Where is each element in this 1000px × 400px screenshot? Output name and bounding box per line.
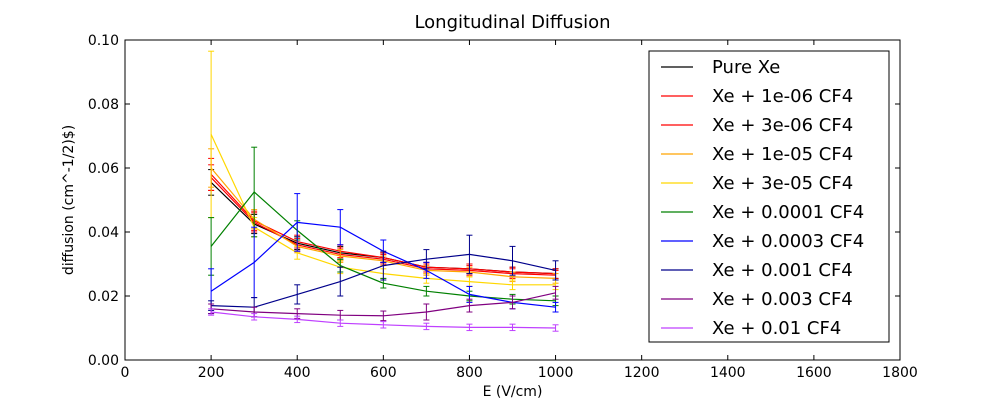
legend-label: Xe + 0.01 CF4 [712,318,841,339]
legend-label: Xe + 1e-05 CF4 [712,144,853,165]
legend-label: Xe + 0.0003 CF4 [712,231,864,252]
legend-item: Xe + 0.003 CF4 [661,289,853,310]
x-tick-label: 1600 [796,365,832,381]
x-tick-label: 0 [121,365,130,381]
legend-label: Xe + 3e-05 CF4 [712,173,853,194]
legend-item: Xe + 1e-05 CF4 [661,144,853,165]
x-tick-label: 1200 [624,365,660,381]
y-tick-label: 0.10 [88,33,119,49]
series-7 [208,234,559,318]
x-axis-label: E (V/cm) [483,384,543,400]
axes: 0 200 400 600 800 1000 1200 1400 1600 1800 0.00 0.0… [88,33,918,381]
x-tick-label: 800 [456,365,483,381]
series-line [211,292,556,317]
chart-title: Longitudinal Diffusion [414,12,610,33]
series-9 [208,308,559,332]
legend-label: Xe + 0.003 CF4 [712,289,853,310]
plot-frame [124,39,901,361]
x-tick-label: 1800 [882,365,918,381]
legend-item: Xe + 0.001 CF4 [661,260,853,281]
series-line [210,191,556,302]
legend-label: Xe + 3e-06 CF4 [712,115,853,136]
y-tick-label: 0.00 [88,353,119,369]
x-tick-label: 600 [370,365,397,381]
legend-item: Xe + 3e-06 CF4 [661,115,853,136]
y-tick-label: 0.08 [88,97,119,113]
y-tick-label: 0.06 [88,161,119,177]
x-tick-label: 200 [198,365,225,381]
legend-item: Pure Xe [661,57,780,78]
legend: Pure Xe Xe + 1e-06 CF4 Xe + 3e-06 CF4 Xe + … [648,50,890,343]
series-line [211,253,556,308]
y-tick-label: 0.04 [88,225,119,241]
legend-label: Xe + 0.001 CF4 [712,260,853,281]
legend-item: Xe + 0.0003 CF4 [661,231,864,252]
x-tick-label: 1000 [538,365,574,381]
legend-item: Xe + 0.01 CF4 [661,318,841,339]
legend-item: Xe + 1e-06 CF4 [661,86,853,107]
legend-label: Xe + 1e-06 CF4 [712,86,853,107]
series-line [211,311,556,329]
legend-label: Pure Xe [712,57,780,78]
x-tick-label: 1400 [710,365,746,381]
series-8 [208,285,559,322]
legend-box [648,50,890,343]
legend-label: Xe + 0.0001 CF4 [712,202,864,223]
legend-item: Xe + 3e-05 CF4 [661,173,853,194]
y-axis-label: diffusion (cm^-1/2)$) [61,125,77,275]
y-tick-label: 0.02 [88,289,119,305]
plot-area [208,50,559,332]
legend-item: Xe + 0.0001 CF4 [661,202,864,223]
x-tick-label: 400 [284,365,311,381]
